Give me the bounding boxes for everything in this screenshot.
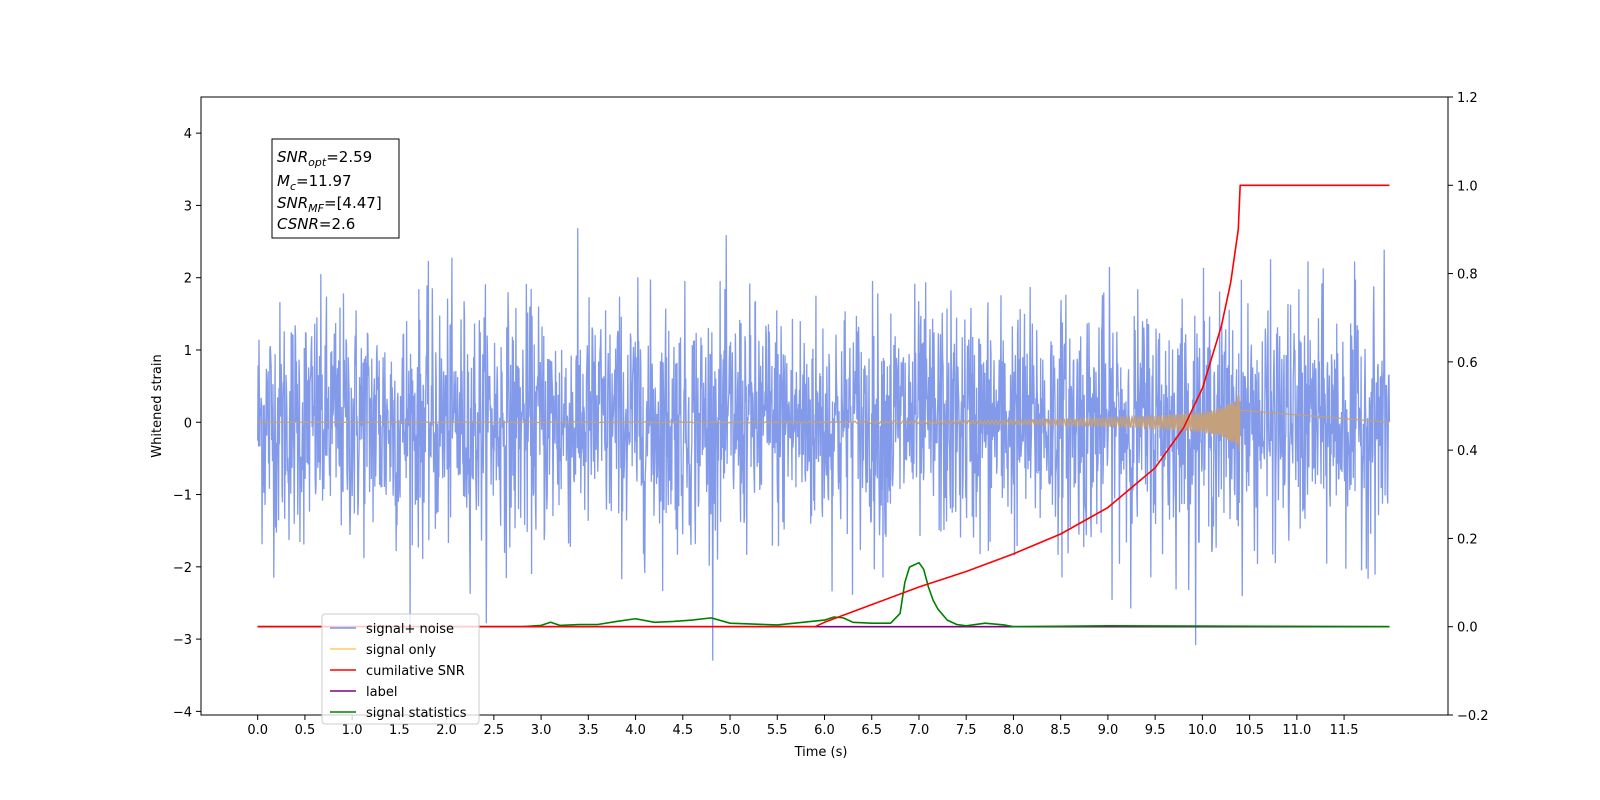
x-tick-label: 7.0 bbox=[909, 723, 930, 738]
x-tick-label: 5.0 bbox=[720, 723, 741, 738]
y-tick-label: 3 bbox=[184, 199, 192, 214]
x-tick-label: 1.5 bbox=[389, 723, 410, 738]
y-tick-label: −1 bbox=[173, 489, 192, 504]
annotation-csnr: CSNR=2.6 bbox=[277, 215, 355, 233]
y-tick-label: −4 bbox=[173, 705, 192, 720]
x-tick-label: 8.0 bbox=[1003, 723, 1024, 738]
x-tick-label: 3.0 bbox=[531, 723, 552, 738]
x-tick-label: 6.0 bbox=[814, 723, 835, 738]
x-tick-label: 4.5 bbox=[672, 723, 693, 738]
y2-tick-label: 1.2 bbox=[1457, 91, 1478, 106]
y2-tick-label: 1.0 bbox=[1457, 179, 1478, 194]
x-tick-label: 4.0 bbox=[625, 723, 646, 738]
x-tick-label: 9.5 bbox=[1145, 723, 1166, 738]
legend-label: signal only bbox=[366, 643, 436, 658]
y-axis-label: Whitened strain bbox=[150, 354, 165, 457]
x-tick-label: 1.0 bbox=[342, 723, 363, 738]
annotation-chirp-mass: Mc=11.97 bbox=[277, 172, 352, 193]
x-tick-label: 7.5 bbox=[956, 723, 977, 738]
y2-tick-label: 0.4 bbox=[1457, 444, 1478, 459]
y2-tick-label: 0.0 bbox=[1457, 621, 1478, 636]
legend-label: signal statistics bbox=[366, 706, 467, 721]
x-tick-label: 0.5 bbox=[295, 723, 316, 738]
y-tick-label: −2 bbox=[173, 561, 192, 576]
x-tick-label: 0.0 bbox=[247, 723, 268, 738]
y-axis-right: −0.2 0.0 0.2 0.4 0.6 0.8 1.0 1.2 bbox=[1448, 91, 1489, 724]
y-tick-label: −3 bbox=[173, 633, 192, 648]
annotation-snr-mf: SNRMF=[4.47] bbox=[277, 194, 382, 215]
y-tick-label: 0 bbox=[184, 416, 192, 431]
x-tick-label: 5.5 bbox=[767, 723, 788, 738]
series-signal-noise bbox=[257, 228, 1391, 661]
legend: signal+ noise signal only cumilative SNR la… bbox=[321, 613, 480, 725]
x-tick-label: 9.0 bbox=[1098, 723, 1119, 738]
x-tick-label: 2.5 bbox=[484, 723, 505, 738]
y-tick-label: 4 bbox=[184, 127, 192, 142]
annotation-box-frame bbox=[271, 138, 400, 239]
y2-tick-label: 0.6 bbox=[1457, 356, 1478, 371]
y2-tick-label: 0.2 bbox=[1457, 532, 1478, 547]
legend-label: label bbox=[366, 685, 397, 700]
annotation-snr-opt: SNRopt=2.59 bbox=[277, 148, 372, 169]
x-tick-label: 11.0 bbox=[1282, 723, 1311, 738]
legend-frame bbox=[321, 613, 480, 725]
legend-label: signal+ noise bbox=[366, 622, 454, 637]
y-tick-label: 1 bbox=[184, 344, 192, 359]
series-signal-statistics bbox=[257, 561, 1390, 628]
x-tick-label: 10.0 bbox=[1188, 723, 1217, 738]
x-axis: 0.0 0.5 1.0 1.5 2.0 2.5 3.0 3.5 4.0 4.5 5.0 5.5 6.0 6… bbox=[247, 715, 1359, 738]
x-tick-label: 6.5 bbox=[861, 723, 882, 738]
x-tick-label: 3.5 bbox=[578, 723, 599, 738]
x-tick-label: 10.5 bbox=[1235, 723, 1264, 738]
legend-label: cumilative SNR bbox=[366, 664, 465, 679]
y2-tick-label: −0.2 bbox=[1457, 709, 1489, 724]
x-axis-label: Time (s) bbox=[794, 745, 848, 760]
y2-tick-label: 0.8 bbox=[1457, 268, 1478, 283]
y-axis-left: −4 −3 −2 −1 0 1 2 3 4 bbox=[173, 127, 201, 720]
x-tick-label: 11.5 bbox=[1330, 723, 1359, 738]
x-tick-label: 2.0 bbox=[436, 723, 457, 738]
annotation-box: SNRopt=2.59 Mc=11.97 SNRMF=[4.47] CSNR=2… bbox=[271, 138, 400, 239]
series-cumulative-snr bbox=[257, 184, 1390, 628]
y-tick-label: 2 bbox=[184, 272, 192, 287]
series-signal-only bbox=[257, 395, 1390, 452]
x-tick-label: 8.5 bbox=[1050, 723, 1071, 738]
